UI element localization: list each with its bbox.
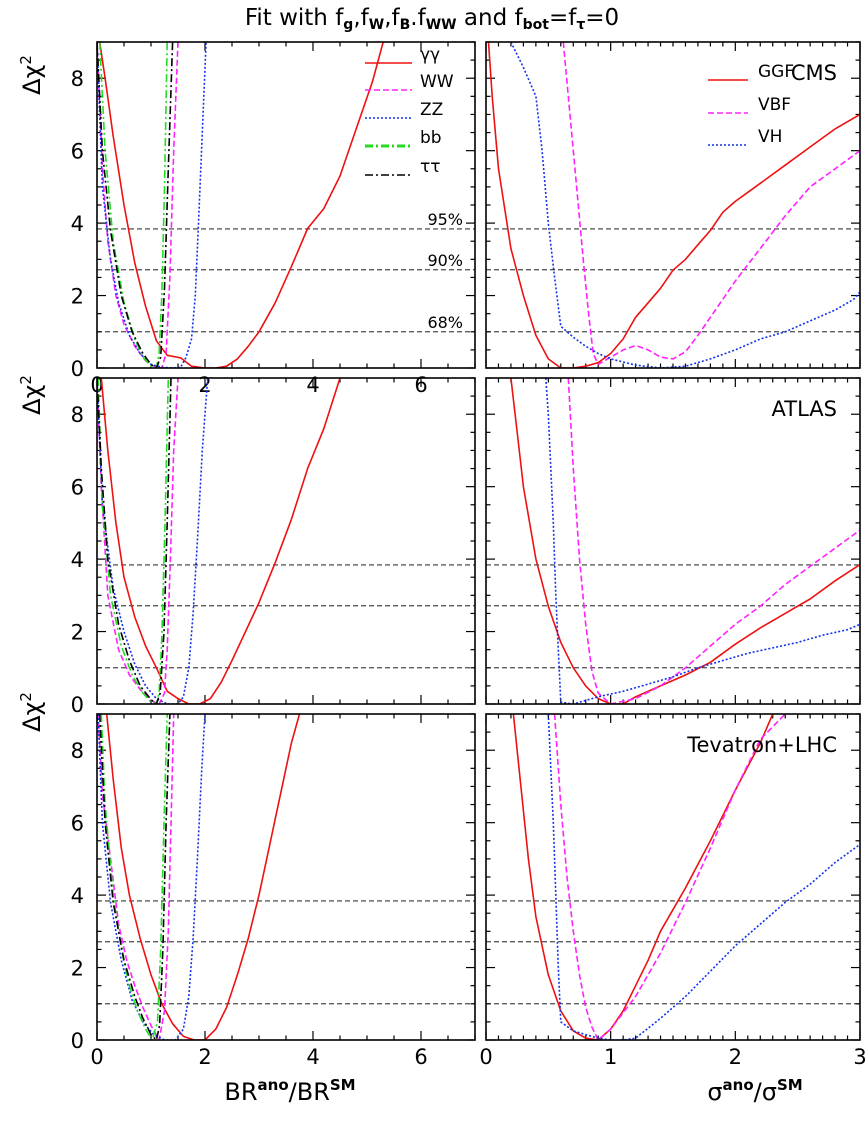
series-line-2 bbox=[567, 378, 860, 704]
legend-label-3: VH bbox=[758, 127, 782, 147]
y-tick-label: 4 bbox=[71, 884, 84, 908]
series-line-3 bbox=[97, 42, 207, 368]
legend-label-3: ZZ bbox=[420, 100, 443, 120]
y-axis-label-2: Δχ2 bbox=[17, 375, 46, 415]
title-text: Fit with fg,fW,fB.fWW and fbot=fτ=0 bbox=[245, 5, 619, 33]
plot-frame bbox=[96, 377, 476, 705]
panel-right-bottom: 0 1 2 3 Tevatron+LHC bbox=[479, 713, 865, 1069]
y-tick-label: 0 bbox=[71, 1029, 84, 1053]
plot-frame bbox=[96, 41, 476, 369]
y-tick-label: 6 bbox=[71, 476, 84, 500]
x-tick-label: 2 bbox=[198, 1045, 211, 1069]
series-line-2 bbox=[97, 378, 179, 704]
legend: GGF VBF VH bbox=[708, 62, 794, 147]
x-tick-label: 4 bbox=[306, 1045, 319, 1069]
series-group bbox=[97, 42, 384, 368]
legend-label-2: WW bbox=[420, 72, 454, 92]
series-line-2 bbox=[562, 42, 860, 366]
x-tick-label: 2 bbox=[729, 1045, 742, 1069]
x-tick-label: 0 bbox=[90, 1045, 103, 1069]
series-line-1 bbox=[512, 714, 774, 1040]
reference-label-2: 90% bbox=[427, 251, 463, 270]
x-axis-label-left: BRano/BRSM bbox=[224, 1076, 355, 1106]
reference-label-1: 68% bbox=[427, 313, 463, 332]
legend-label-5: ττ bbox=[420, 157, 440, 177]
x-axis-label-right: σano/σSM bbox=[707, 1076, 802, 1106]
series-line-3 bbox=[510, 42, 860, 368]
y-axis-label-3: Δχ2 bbox=[17, 692, 46, 732]
plot-frame bbox=[485, 41, 861, 369]
panel-right-middle: ATLAS bbox=[485, 377, 861, 705]
series-group bbox=[510, 378, 860, 704]
series-line-3 bbox=[545, 378, 860, 704]
panel-left-bottom: 0 2 4 6 0 2 4 6 8 bbox=[71, 713, 476, 1069]
plot-frame bbox=[96, 713, 476, 1041]
series-group bbox=[97, 714, 301, 1040]
y-axis-label-1: Δχ2 bbox=[17, 55, 46, 95]
legend-label-2: VBF bbox=[758, 95, 791, 115]
plot-frame bbox=[485, 377, 861, 705]
panel-title: ATLAS bbox=[772, 397, 837, 421]
series-group bbox=[97, 378, 341, 704]
series-line-4 bbox=[97, 378, 170, 704]
y-tick-label: 4 bbox=[71, 212, 84, 236]
panel-title: Tevatron+LHC bbox=[686, 733, 837, 757]
series-line-2 bbox=[553, 714, 786, 1040]
x-tick-label: 0 bbox=[479, 1045, 492, 1069]
plot-frame bbox=[485, 713, 861, 1041]
series-line-1 bbox=[510, 378, 860, 704]
panel-title: CMS bbox=[791, 61, 837, 85]
x-tick-label: 6 bbox=[414, 1045, 427, 1069]
y-tick-label: 2 bbox=[71, 621, 84, 645]
series-line-1 bbox=[98, 42, 384, 368]
series-line-1 bbox=[100, 378, 341, 704]
legend: γγ WW ZZ bb ττ bbox=[365, 45, 454, 177]
series-line-4 bbox=[98, 42, 168, 368]
series-line-3 bbox=[547, 714, 860, 1040]
legend-label-4: bb bbox=[420, 128, 442, 148]
series-line-5 bbox=[98, 714, 171, 1040]
axis-labels: Δχ2 Δχ2 Δχ2 BRano/BRSM σano/σSM bbox=[17, 55, 803, 1106]
series-line-1 bbox=[487, 42, 860, 368]
y-tick-label: 0 bbox=[71, 693, 84, 717]
reference-label-3: 95% bbox=[427, 210, 463, 229]
y-tick-label: 2 bbox=[71, 957, 84, 981]
y-tick-label: 4 bbox=[71, 548, 84, 572]
series-line-3 bbox=[97, 714, 206, 1040]
y-tick-label: 6 bbox=[71, 812, 84, 836]
series-line-3 bbox=[97, 378, 209, 704]
figure-title: Fit with fg,fW,fB.fWW and fbot=fτ=0 bbox=[245, 5, 619, 33]
y-tick-label: 8 bbox=[71, 739, 84, 763]
y-tick-label: 0 bbox=[71, 357, 84, 381]
y-tick-label: 8 bbox=[71, 67, 84, 91]
x-tick-label: 3 bbox=[853, 1045, 865, 1069]
series-line-1 bbox=[105, 714, 301, 1040]
series-group bbox=[487, 42, 860, 368]
legend-label-1: GGF bbox=[758, 62, 794, 82]
y-tick-label: 8 bbox=[71, 403, 84, 427]
x-tick-label: 1 bbox=[604, 1045, 617, 1069]
series-line-5 bbox=[97, 42, 174, 368]
series-line-5 bbox=[97, 378, 172, 704]
y-tick-label: 6 bbox=[71, 140, 84, 164]
legend-label-1: γγ bbox=[420, 45, 440, 65]
series-group bbox=[512, 714, 860, 1040]
series-line-4 bbox=[100, 714, 168, 1040]
y-tick-label: 2 bbox=[71, 285, 84, 309]
panel-left-middle: 0 2 4 6 8 bbox=[71, 377, 476, 717]
